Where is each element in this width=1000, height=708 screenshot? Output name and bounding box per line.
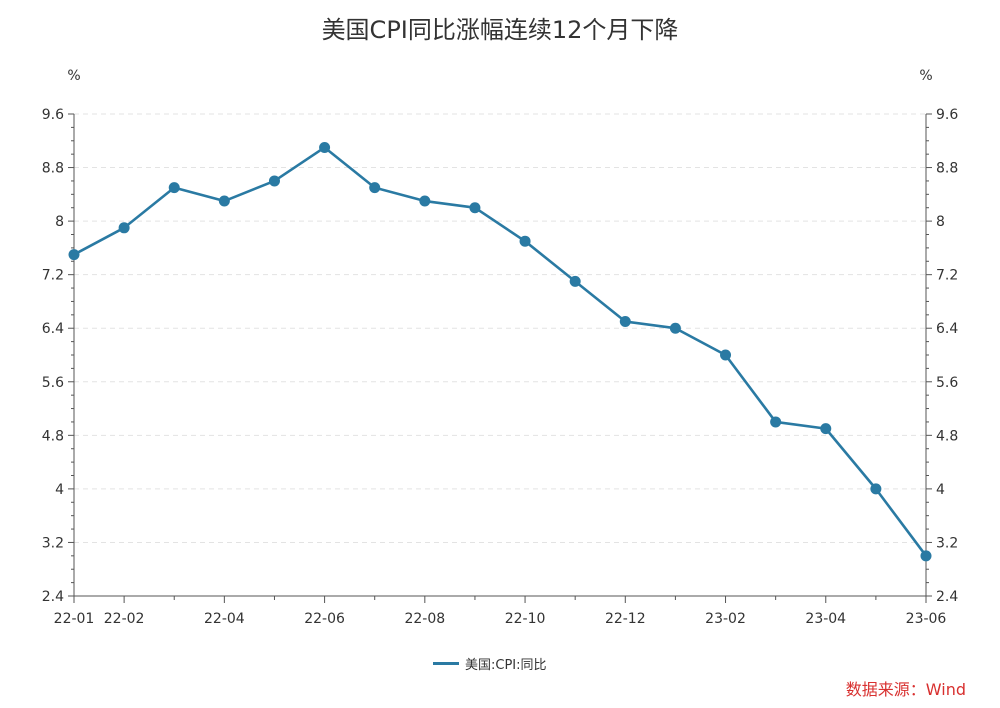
y-tick-label-left: 2.4 (42, 589, 64, 605)
y-tick-label-right: 6.4 (936, 321, 958, 337)
data-point (218, 195, 230, 207)
data-point (569, 275, 581, 287)
legend-label: 美国:CPI:同比 (465, 657, 547, 673)
data-point (469, 202, 481, 214)
y-axis-unit-right: % (919, 68, 932, 84)
data-point (168, 182, 180, 194)
y-tick-label-left: 3.2 (42, 535, 64, 551)
data-point (268, 175, 280, 187)
x-tick-label: 23-06 (906, 611, 947, 627)
data-point (68, 249, 80, 261)
data-point (770, 416, 782, 428)
x-tick-label: 22-04 (204, 611, 245, 627)
data-point (519, 235, 531, 247)
y-tick-label-right: 8.8 (936, 161, 958, 177)
y-tick-label-left: 4.8 (42, 428, 64, 444)
data-point (118, 222, 130, 234)
y-tick-label-left: 4 (55, 482, 64, 498)
axis-layer: 2.4 2.4 3.2 3.2 4 4 4.8 4.8 5.6 5.6 6.4 6.4 7.2 7.2 8 8… (42, 107, 959, 627)
series-layer (68, 141, 932, 562)
x-tick-label: 22-08 (404, 611, 445, 627)
data-point (820, 423, 832, 435)
y-tick-label-right: 2.4 (936, 589, 958, 605)
y-tick-label-left: 9.6 (42, 107, 64, 123)
source-note: 数据来源：Wind (845, 680, 966, 699)
grid-layer (74, 113, 926, 543)
data-point (419, 195, 431, 207)
y-axis-unit-left: % (67, 68, 80, 84)
data-point (319, 141, 331, 153)
x-tick-label: 22-10 (505, 611, 546, 627)
data-point (720, 349, 732, 361)
y-tick-label-right: 4.8 (936, 428, 958, 444)
series-line (73, 146, 928, 557)
legend: 美国:CPI:同比 (433, 655, 547, 673)
y-tick-label-left: 7.2 (42, 268, 64, 284)
x-tick-label: 22-02 (104, 611, 145, 627)
x-tick-label: 23-02 (705, 611, 746, 627)
data-point (369, 182, 381, 194)
x-tick-label: 22-12 (605, 611, 646, 627)
data-point (619, 316, 631, 328)
y-tick-label-left: 8 (55, 214, 64, 230)
data-point (870, 483, 882, 495)
x-tick-label: 22-06 (304, 611, 345, 627)
data-point (920, 550, 932, 562)
x-tick-label: 22-01 (54, 611, 95, 627)
y-tick-label-left: 5.6 (42, 375, 64, 391)
chart-title: 美国CPI同比涨幅连续12个月下降 (321, 16, 679, 44)
x-tick-label: 23-04 (805, 611, 846, 627)
y-tick-label-right: 8 (936, 214, 945, 230)
legend-swatch (433, 661, 459, 665)
data-point (669, 322, 681, 334)
y-tick-label-right: 5.6 (936, 375, 958, 391)
y-tick-label-right: 3.2 (936, 535, 958, 551)
y-tick-label-left: 8.8 (42, 161, 64, 177)
y-tick-label-right: 4 (936, 482, 945, 498)
y-tick-label-right: 9.6 (936, 107, 958, 123)
y-tick-label-right: 7.2 (936, 268, 958, 284)
y-tick-label-left: 6.4 (42, 321, 64, 337)
